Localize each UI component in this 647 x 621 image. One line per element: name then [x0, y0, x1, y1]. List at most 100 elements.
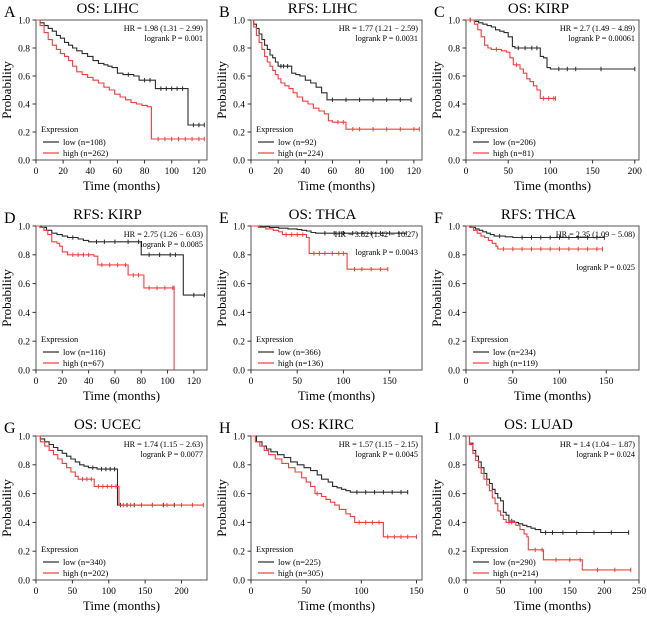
legend-label-low: low (n=92) — [278, 137, 317, 147]
legend-label-high: high (n=305) — [278, 568, 323, 578]
legend-label-low: low (n=108) — [63, 137, 106, 147]
hr-annotation: HR = 1.4 (1.04 − 1.87) — [560, 440, 635, 449]
hr-annotation: HR = 1.98 (1.31 − 2.99) — [124, 24, 204, 33]
pvalue-annotation: logrank P = 0.0085 — [140, 240, 203, 249]
y-tick-label: 0.4 — [233, 309, 245, 319]
legend-title: Expression — [256, 335, 294, 344]
y-tick-label: 0.2 — [18, 338, 30, 348]
x-tick-label: 100 — [552, 377, 567, 387]
km-plot-F: 0.0 0.2 0.4 0.6 0.8 1.0 0 50 100 150 Time (months)… — [430, 222, 640, 403]
y-tick-label: 0.6 — [18, 490, 30, 500]
x-tick-label: 120 — [187, 377, 202, 387]
plot-frame — [250, 225, 423, 371]
legend-label-low: low (n=206) — [493, 137, 536, 147]
km-curve-low — [251, 225, 407, 234]
x-tick-label: 50 — [508, 377, 518, 387]
panel-A: 0.0 0.2 0.4 0.6 0.8 1.0 0 20 40 60 80 100 120 Time (m… — [0, 0, 215, 200]
y-tick-label: 0.4 — [18, 100, 30, 110]
panel-D: 0.0 0.2 0.4 0.6 0.8 1.0 0 20 40 60 80 100 120 Time (m… — [0, 200, 215, 410]
legend-label-high: high (n=262) — [63, 148, 108, 158]
y-tick-label: 0.6 — [18, 280, 30, 290]
y-tick-label: 0.4 — [233, 100, 245, 110]
legend-label-low: low (n=225) — [278, 557, 321, 567]
y-tick-label: 1.0 — [233, 222, 245, 232]
x-tick-label: 60 — [113, 167, 123, 177]
y-tick-label: 1.0 — [448, 16, 460, 26]
x-tick-label: 100 — [102, 587, 117, 597]
y-tick-label: 0.8 — [233, 251, 245, 261]
y-tick-label: 0.8 — [18, 461, 30, 471]
x-tick-label: 0 — [464, 587, 469, 597]
hr-annotation: HR = 2.35 (1.09 − 5.08) — [556, 230, 636, 239]
km-curve-high — [36, 435, 204, 506]
y-tick-label: 0.2 — [18, 548, 30, 558]
y-tick-label: 0.8 — [448, 44, 460, 54]
x-tick-label: 150 — [383, 377, 398, 387]
x-tick-label: 100 — [336, 377, 351, 387]
y-tick-label: 0.2 — [448, 548, 460, 558]
hr-annotation: HR = 1.57 (1.15 − 2.15) — [339, 440, 419, 449]
x-tick-label: 40 — [86, 167, 96, 177]
x-tick-label: 120 — [407, 167, 422, 177]
legend-label-high: high (n=67) — [63, 358, 104, 368]
y-axis-label: Probability — [215, 61, 229, 119]
legend-title: Expression — [471, 335, 509, 344]
plot-frame — [250, 19, 423, 161]
panel-C: 0.0 0.2 0.4 0.6 0.8 1.0 0 50 100 150 200 Time (mont… — [430, 0, 647, 200]
panel-letter-E: E — [219, 210, 229, 227]
x-tick-label: 0 — [34, 587, 39, 597]
x-tick-label: 80 — [140, 167, 150, 177]
pvalue-annotation: logrank P = 0.0043 — [355, 248, 418, 257]
x-tick-label: 20 — [273, 167, 283, 177]
panel-letter-D: D — [4, 210, 16, 227]
x-tick-label: 50 — [503, 167, 513, 177]
plot-frame — [35, 19, 208, 161]
legend-label-low: low (n=290) — [493, 557, 536, 567]
y-tick-label: 0.4 — [233, 519, 245, 529]
x-tick-label: 150 — [585, 167, 600, 177]
legend-label-low: low (n=116) — [63, 347, 106, 357]
panel-title-E: OS: THCA — [288, 207, 357, 223]
legend-label-high: high (n=224) — [278, 148, 323, 158]
y-tick-label: 0.0 — [18, 156, 30, 166]
x-tick-label: 200 — [597, 587, 612, 597]
x-tick-label: 100 — [160, 377, 175, 387]
y-tick-label: 0.0 — [233, 156, 245, 166]
panel-H: 0.0 0.2 0.4 0.6 0.8 1.0 0 50 100 150 Time (months)… — [215, 410, 430, 621]
plot-frame — [465, 435, 640, 581]
y-tick-label: 0.0 — [233, 576, 245, 586]
panel-F: 0.0 0.2 0.4 0.6 0.8 1.0 0 50 100 150 Time (months)… — [430, 200, 647, 410]
x-tick-label: 100 — [354, 587, 369, 597]
x-tick-label: 20 — [58, 167, 68, 177]
legend-label-high: high (n=136) — [278, 358, 323, 368]
y-tick-label: 1.0 — [18, 432, 30, 442]
y-tick-label: 1.0 — [18, 16, 30, 26]
panel-title-G: OS: UCEC — [73, 417, 142, 433]
panel-title-I: OS: LUAD — [504, 417, 573, 433]
x-tick-label: 200 — [628, 167, 643, 177]
x-tick-label: 120 — [192, 167, 207, 177]
y-tick-label: 0.6 — [448, 72, 460, 82]
legend-title: Expression — [471, 545, 509, 554]
x-axis-label: Time (months) — [298, 598, 375, 613]
y-tick-label: 0.2 — [448, 128, 460, 138]
legend-label-high: high (n=119) — [493, 358, 538, 368]
y-tick-label: 0.6 — [233, 72, 245, 82]
legend-title: Expression — [41, 125, 79, 134]
y-tick-label: 0.4 — [18, 519, 30, 529]
x-axis-label: Time (months) — [514, 388, 591, 403]
x-tick-label: 150 — [599, 377, 614, 387]
y-tick-label: 0.4 — [18, 309, 30, 319]
y-tick-label: 0.4 — [448, 309, 460, 319]
legend-label-high: high (n=81) — [493, 148, 534, 158]
panel-I: 0.0 0.2 0.4 0.6 0.8 1.0 0 50 100 150 200 250 Time (m… — [430, 410, 647, 621]
pvalue-annotation: logrank P = 0.0077 — [140, 450, 203, 459]
km-plot-G: 0.0 0.2 0.4 0.6 0.8 1.0 0 50 100 150 200 Time (mont… — [0, 432, 208, 613]
legend-label-low: low (n=340) — [63, 557, 106, 567]
km-curve-high — [251, 225, 388, 270]
x-axis-label: Time (months) — [514, 178, 591, 193]
x-tick-label: 50 — [496, 587, 506, 597]
y-tick-label: 1.0 — [448, 222, 460, 232]
x-tick-label: 100 — [380, 167, 395, 177]
y-tick-label: 0.2 — [18, 128, 30, 138]
